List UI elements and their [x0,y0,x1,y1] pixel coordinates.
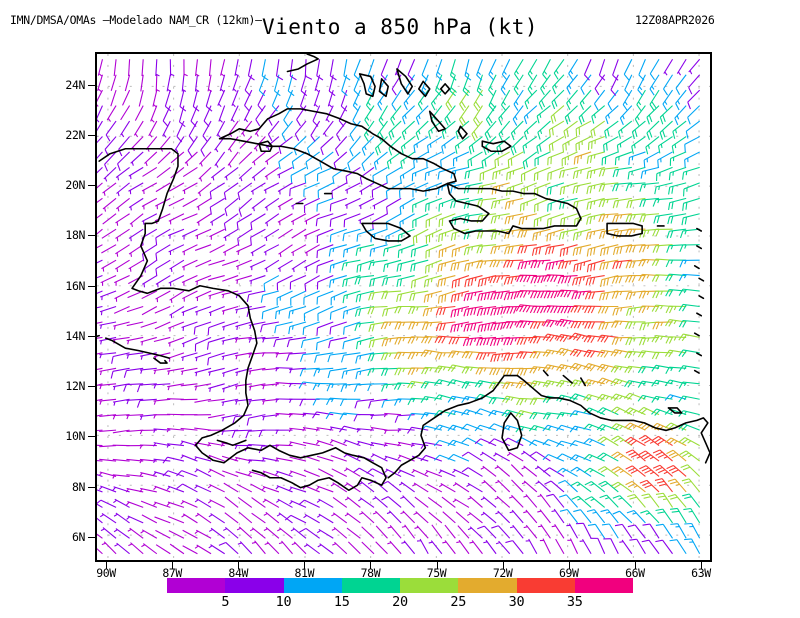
latitude-tick-mark [88,185,96,187]
colorbar-band [225,578,284,593]
latitude-tick-mark [88,436,96,438]
wind-speed-colorbar [167,578,633,593]
latitude-tick-label: 22N [65,127,85,142]
longitude-tick-mark [370,562,372,569]
latitude-tick-mark [88,335,96,337]
latitude-tick-label: 24N [65,77,85,92]
longitude-tick-mark [106,562,108,569]
longitude-tick-label: 66W [625,566,645,580]
longitude-tick-mark [172,562,174,569]
longitude-tick-label: 81W [294,566,315,580]
latitude-tick-label: 16N [65,278,85,293]
colorbar-tick-label: 35 [566,594,583,610]
latitude-tick-mark [88,84,96,86]
colorbar-band [283,578,342,593]
latitude-tick-mark [88,486,96,488]
longitude-tick-label: 90W [96,566,116,580]
latitude-tick-label: 12N [65,379,85,394]
latitude-tick-label: 18N [65,228,85,243]
latitude-tick-mark [88,235,96,237]
longitude-tick-mark [502,562,504,569]
longitude-tick-label: 72W [492,566,513,580]
colorbar-band [458,578,517,593]
colorbar-tick-label: 25 [450,594,467,610]
valid-time-label: 12Z08APR2026 [635,13,715,27]
colorbar-tick-label: 20 [392,594,408,610]
longitude-tick-mark [304,562,306,569]
longitude-tick-label: 75W [426,566,447,580]
longitude-tick-mark [568,562,570,569]
colorbar-tick-label: 5 [221,594,230,610]
longitude-tick-label: 87W [162,566,182,580]
latitude-tick-mark [88,536,96,538]
latitude-tick-mark [88,134,96,136]
colorbar-band [167,578,226,593]
colorbar-tick-label: 15 [333,594,350,610]
longitude-tick-label: 78W [360,566,381,580]
longitude-tick-mark [634,562,636,569]
colorbar-band [400,578,459,593]
colorbar-band [516,578,575,593]
model-source-label: IMN/DMSA/OMAs –Modelado NAM_CR (12km)– [10,13,262,27]
longitude-tick-mark [700,562,702,569]
colorbar-band [341,578,400,593]
longitude-tick-mark [436,562,438,569]
longitude-tick-label: 84W [228,566,248,580]
colorbar-tick-label: 30 [508,594,525,610]
longitude-tick-label: 69W [558,566,579,580]
longitude-tick-label: 63W [691,566,711,580]
map-plot-area [95,52,712,562]
latitude-tick-label: 10N [65,429,85,444]
coastline-overlay [97,54,710,492]
latitude-tick-mark [88,285,96,287]
page-title: Viento a 850 hPa (kt) [261,15,538,39]
colorbar-band [574,578,633,593]
colorbar-tick-label: 10 [275,594,292,610]
latitude-tick-label: 14N [65,328,85,343]
latitude-tick-label: 8N [71,479,85,494]
latitude-tick-mark [88,386,96,388]
longitude-tick-mark [238,562,240,569]
latitude-tick-label: 6N [71,529,85,544]
latitude-tick-label: 20N [65,178,85,193]
